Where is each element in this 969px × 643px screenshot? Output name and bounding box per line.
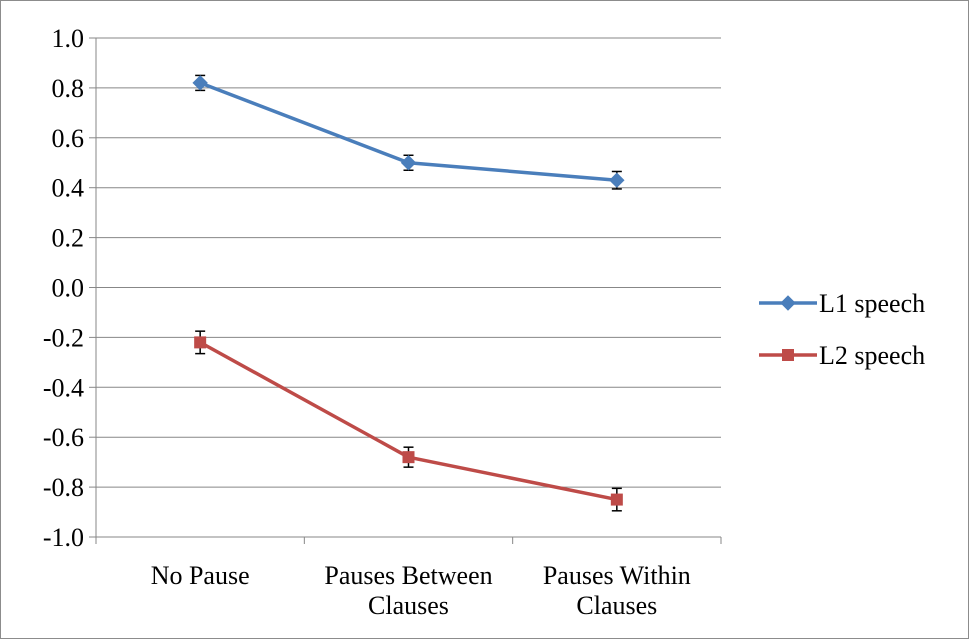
x-tick-label-line: Pauses Between: [324, 561, 492, 590]
data-point: [610, 493, 623, 506]
y-tick-label: -0.6: [43, 423, 84, 452]
y-tick-labels: 1.0 0.8 0.6 0.4 0.2 0.0 -0.2 -0.4 -0.6 -0.8 -1.0: [43, 24, 84, 552]
x-tick-label: No Pause: [151, 561, 250, 590]
y-tick-label: 0.2: [52, 224, 85, 253]
y-tick-label: -1.0: [43, 523, 84, 552]
series: [192, 74, 625, 512]
axes: [89, 37, 722, 544]
legend-marker: [780, 295, 796, 311]
legend-marker: [782, 349, 794, 361]
legend-label: L2 speech: [819, 341, 925, 370]
y-tick-label: -0.8: [43, 473, 84, 502]
series-2: [194, 330, 623, 512]
data-point: [192, 75, 208, 91]
x-tick-label-line: Pauses Within: [543, 561, 691, 590]
y-tick-label: 1.0: [52, 24, 85, 53]
y-tick-label: -0.4: [43, 373, 84, 402]
y-tick-label: 0.0: [52, 274, 85, 303]
x-tick-label-line: No Pause: [151, 561, 250, 590]
series-1: [192, 74, 625, 190]
legend-item-1: L1 speech: [759, 289, 925, 318]
y-tick-label: 0.4: [52, 174, 85, 203]
data-point: [194, 336, 207, 349]
y-tick-label: -0.2: [43, 323, 84, 352]
series-line: [199, 340, 618, 502]
legend-item-2: L2 speech: [759, 341, 925, 370]
x-tick-label: Pauses Between Clauses: [324, 561, 492, 620]
legend-label: L1 speech: [819, 289, 925, 318]
data-point: [400, 155, 417, 171]
x-tick-label-line: Clauses: [368, 591, 449, 620]
data-point: [609, 172, 625, 188]
x-tick-label: Pauses Within Clauses: [543, 561, 691, 620]
legend: L1 speech L2 speech: [759, 289, 925, 370]
data-point: [402, 451, 415, 464]
y-tick-label: 0.6: [52, 124, 85, 153]
x-tick-label-line: Clauses: [576, 591, 657, 620]
y-tick-label: 0.8: [52, 74, 85, 103]
